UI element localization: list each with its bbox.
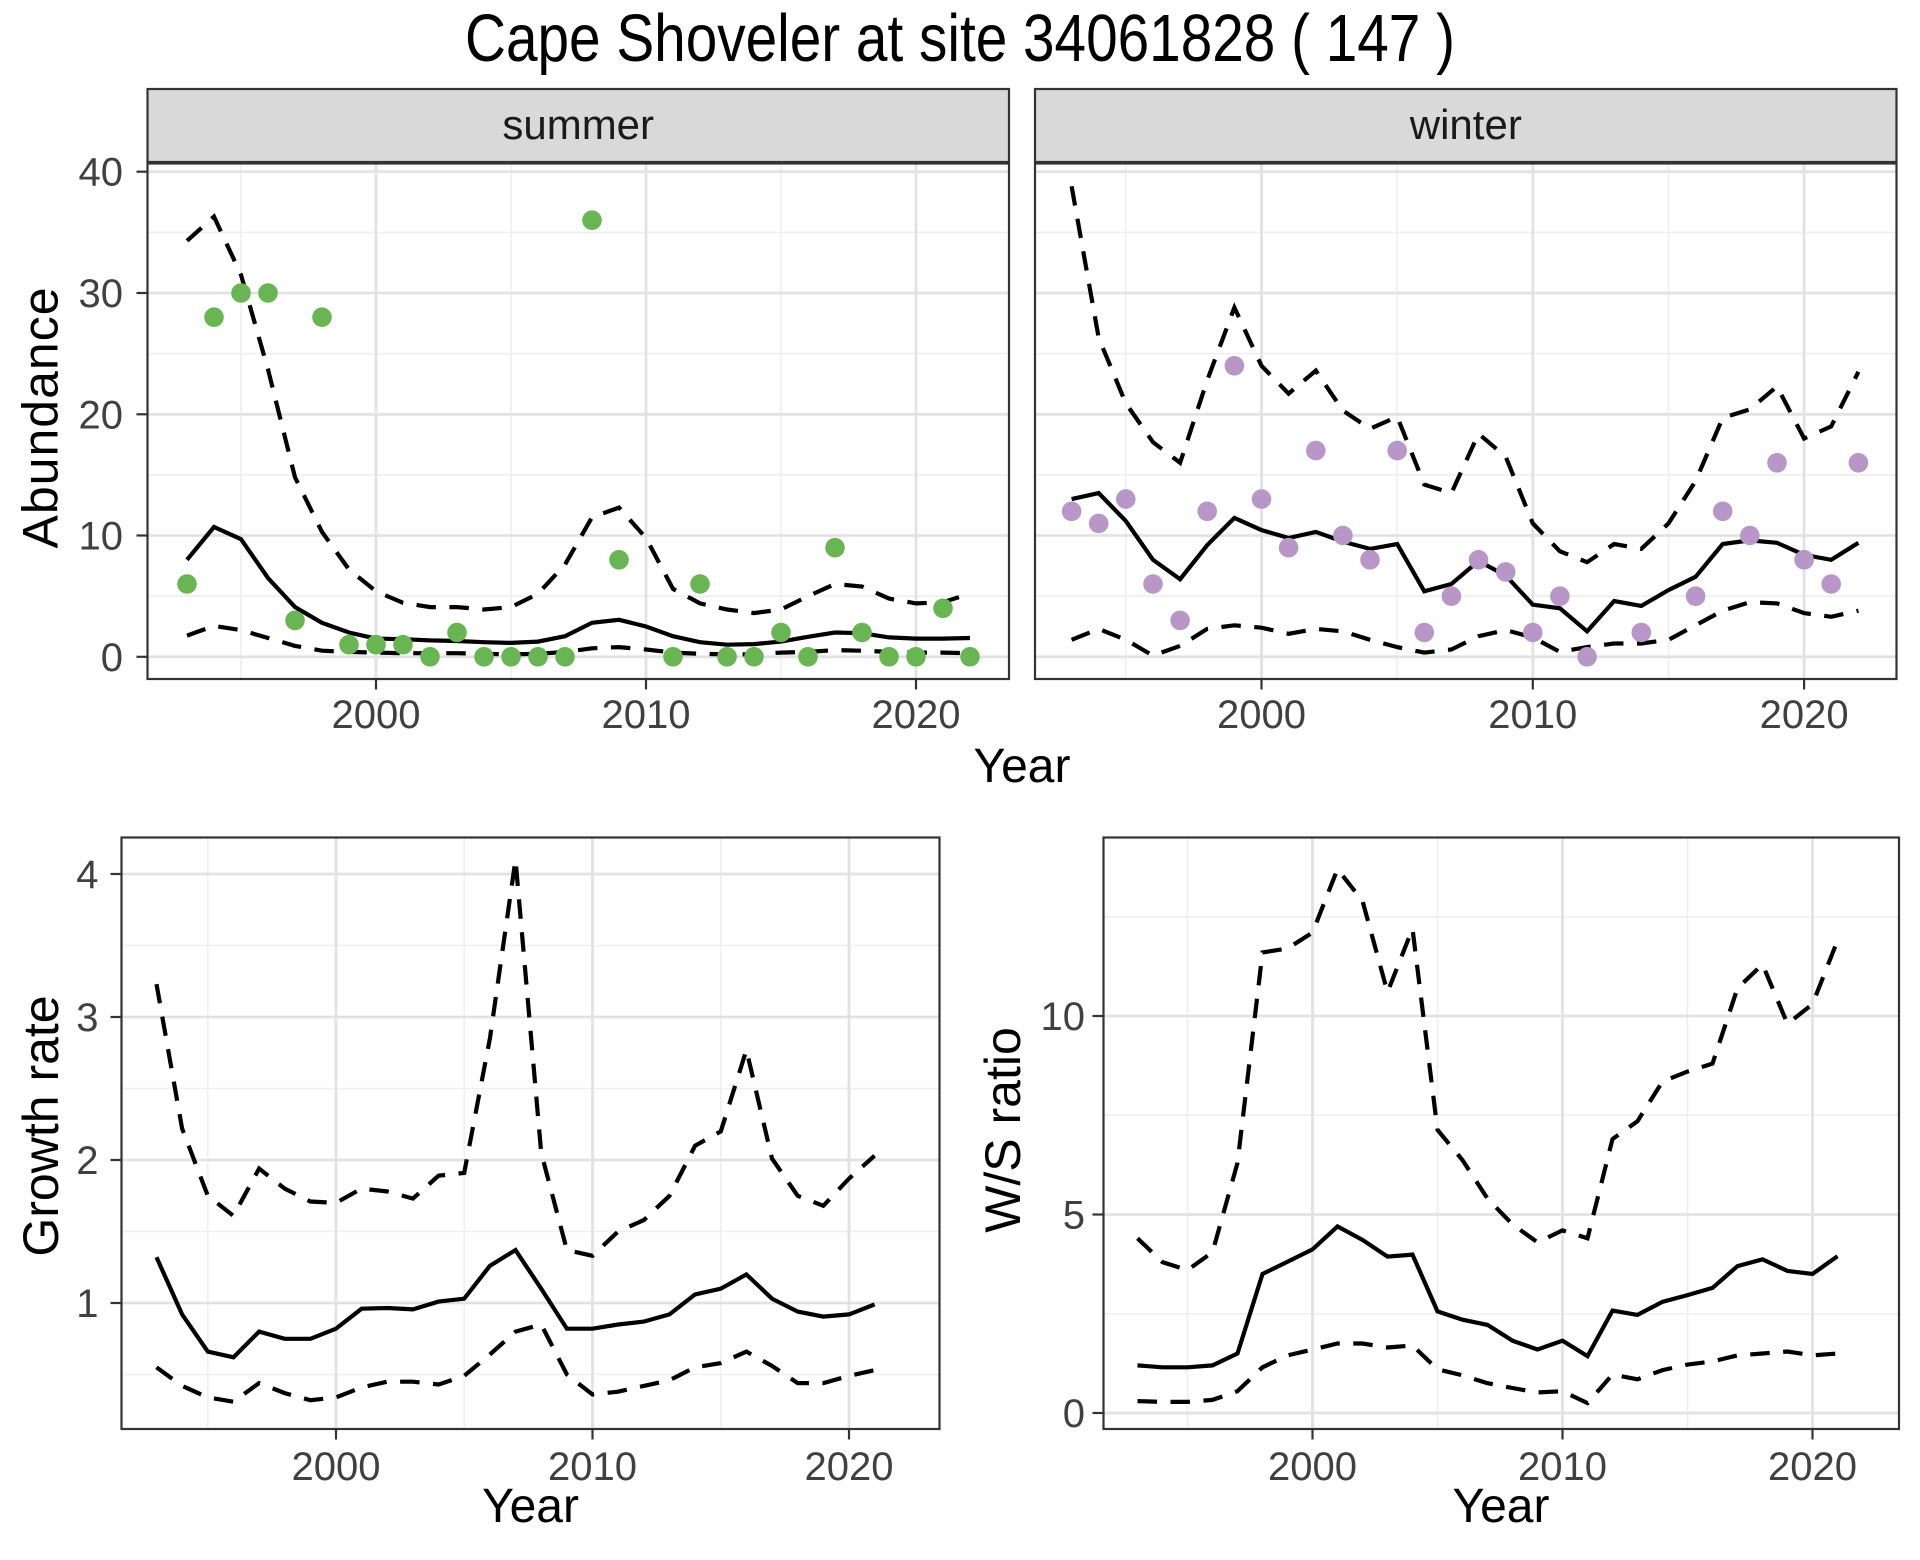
svg-text:2020: 2020: [1768, 1445, 1857, 1489]
svg-text:10: 10: [79, 515, 124, 559]
svg-text:4: 4: [76, 853, 98, 897]
svg-text:10: 10: [1041, 995, 1086, 1039]
svg-text:2000: 2000: [332, 693, 421, 737]
svg-text:20: 20: [79, 393, 124, 437]
svg-text:2010: 2010: [1488, 693, 1577, 737]
svg-text:Year: Year: [974, 740, 1071, 793]
svg-text:5: 5: [1063, 1194, 1085, 1238]
svg-text:Year: Year: [1453, 1480, 1550, 1533]
svg-text:Growth rate: Growth rate: [13, 995, 69, 1256]
svg-text:Abundance: Abundance: [13, 286, 69, 548]
svg-text:0: 0: [101, 636, 123, 680]
svg-text:3: 3: [76, 996, 98, 1040]
svg-text:2000: 2000: [1217, 693, 1306, 737]
svg-text:Year: Year: [482, 1480, 579, 1533]
svg-text:40: 40: [79, 151, 124, 195]
svg-text:30: 30: [79, 272, 124, 316]
svg-text:2020: 2020: [1760, 693, 1849, 737]
svg-text:2: 2: [76, 1139, 98, 1183]
svg-text:0: 0: [1063, 1392, 1085, 1436]
svg-text:summer: summer: [502, 101, 654, 148]
svg-text:2010: 2010: [602, 693, 691, 737]
svg-text:2020: 2020: [805, 1445, 894, 1489]
svg-text:2010: 2010: [548, 1445, 637, 1489]
svg-text:W/S ratio: W/S ratio: [975, 1027, 1031, 1233]
svg-text:winter: winter: [1409, 101, 1522, 148]
svg-text:2010: 2010: [1518, 1445, 1607, 1489]
svg-text:2000: 2000: [1268, 1445, 1357, 1489]
svg-text:Cape Shoveler at site 34061828: Cape Shoveler at site 34061828 ( 147 ): [465, 1, 1455, 76]
svg-text:2000: 2000: [292, 1445, 381, 1489]
svg-text:2020: 2020: [872, 693, 961, 737]
svg-text:1: 1: [76, 1282, 98, 1326]
